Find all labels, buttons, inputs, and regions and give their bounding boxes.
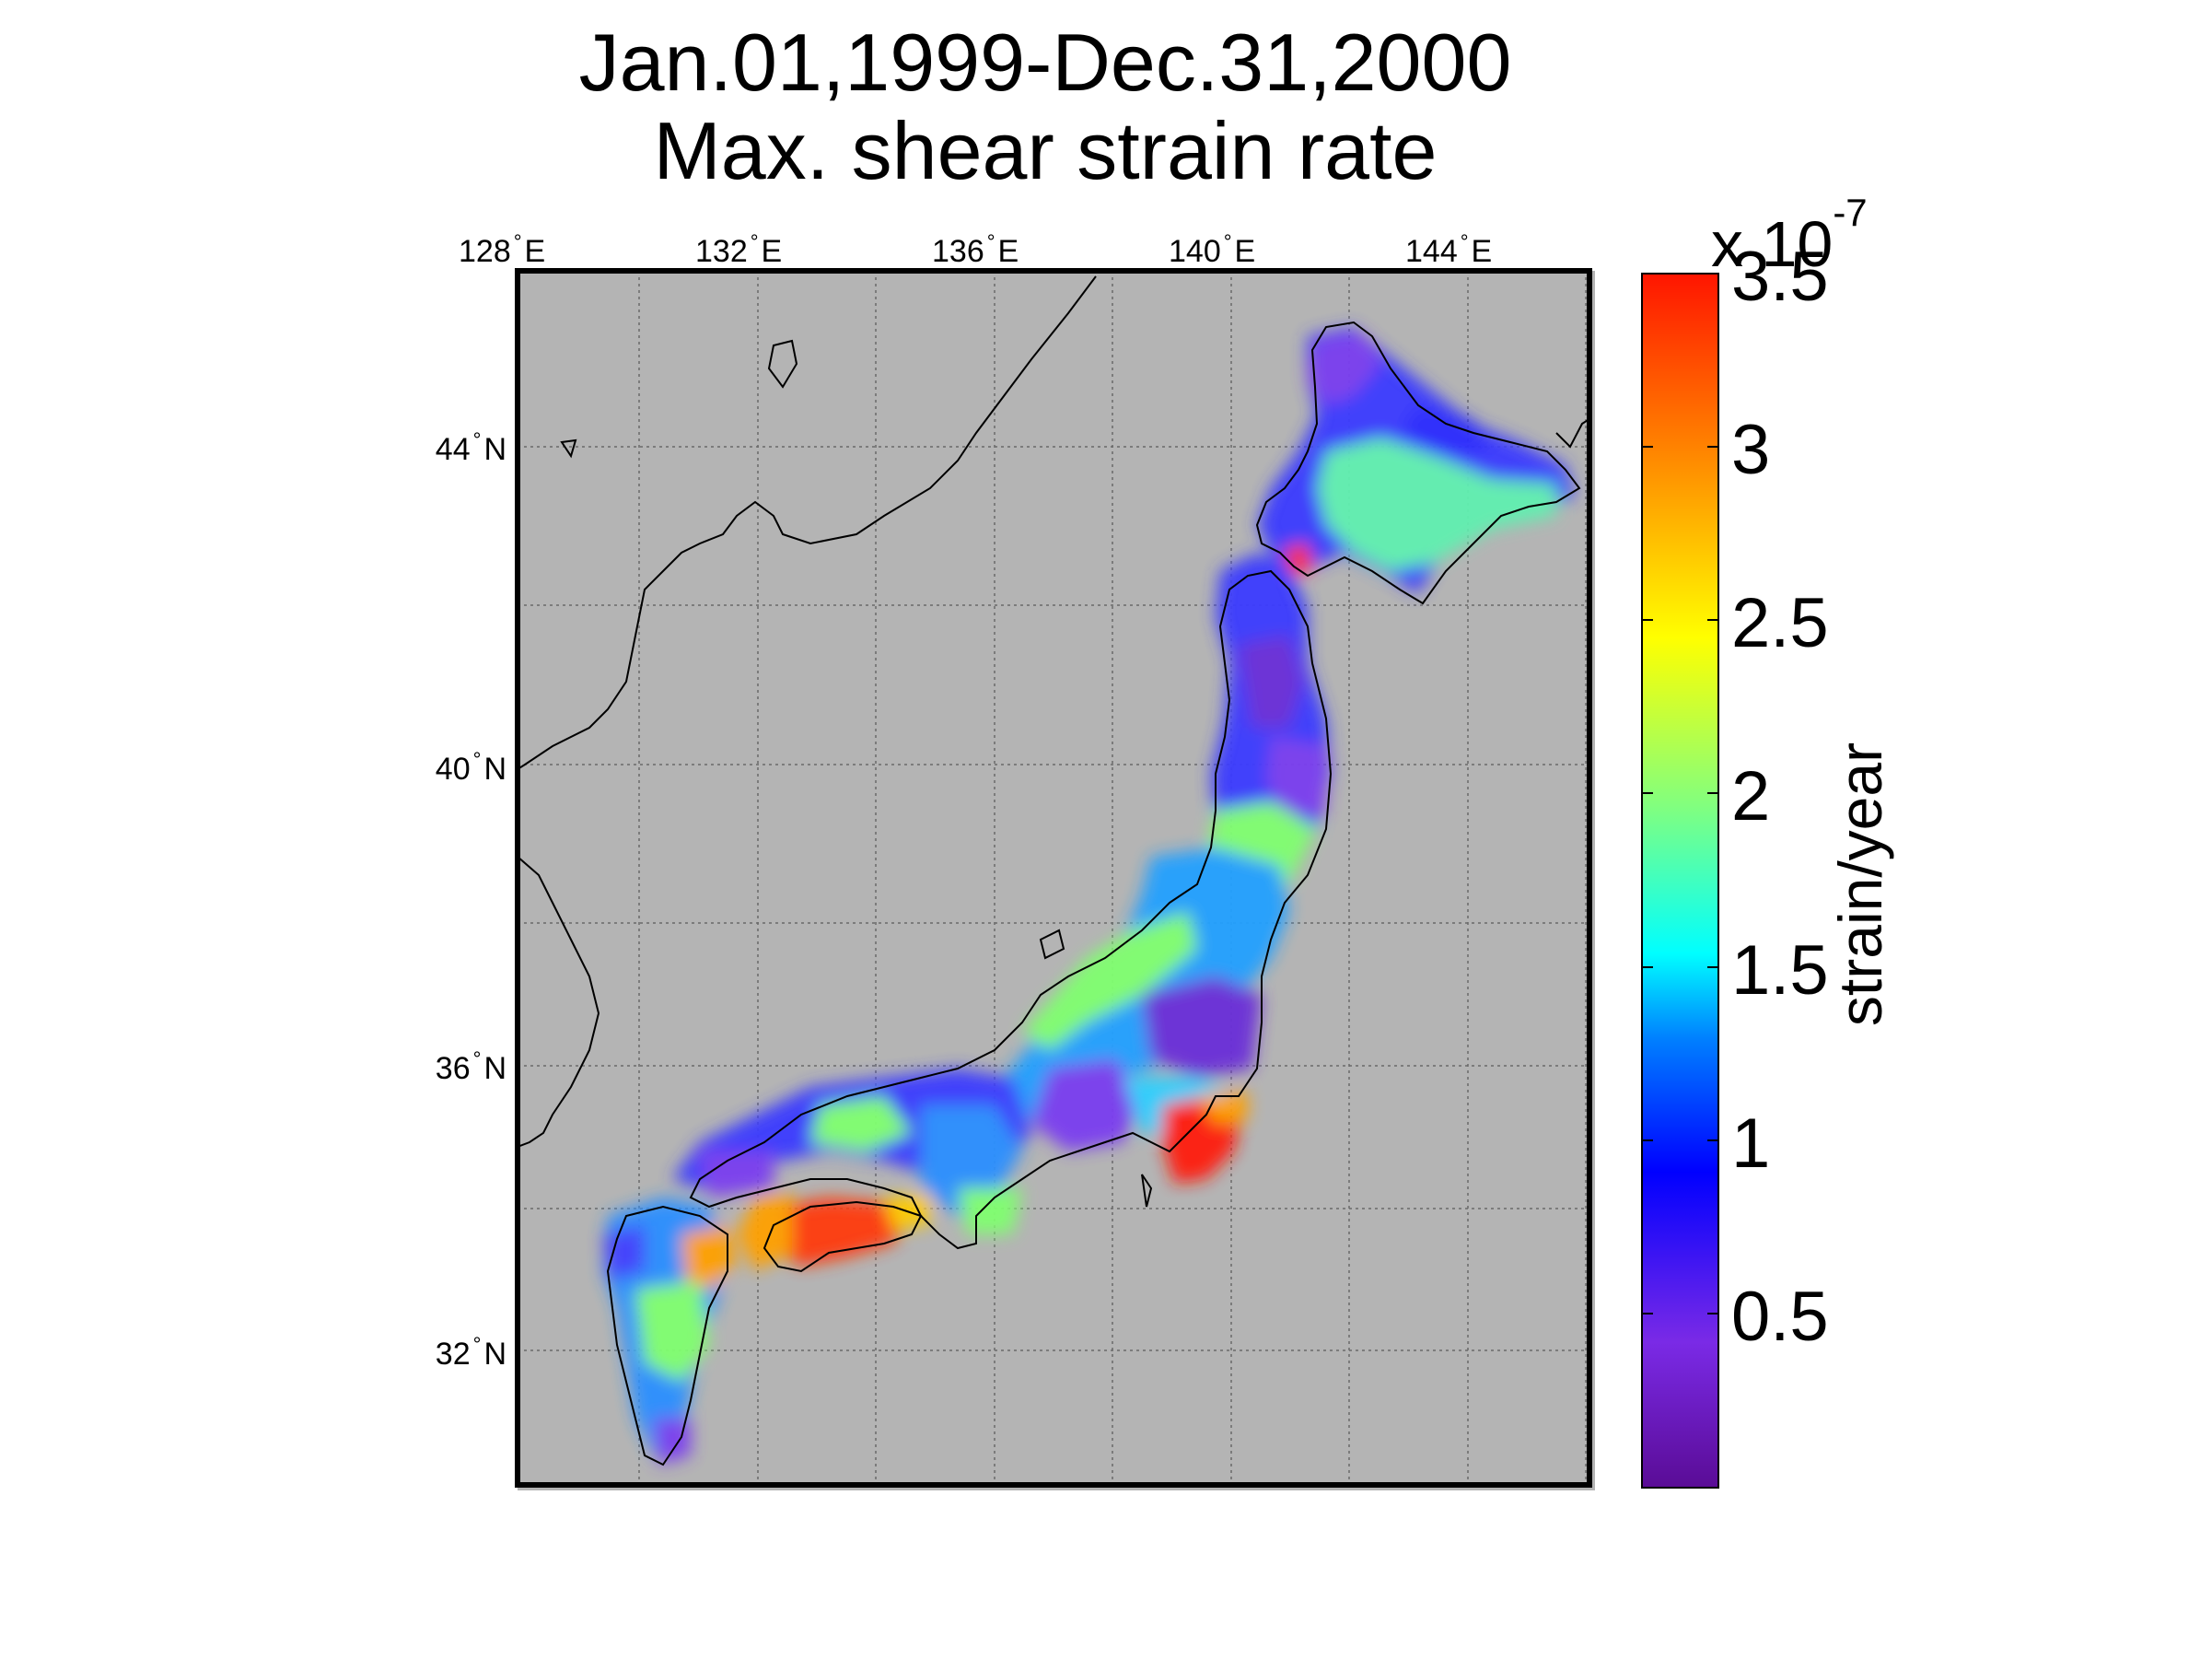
lon-label-132: 132 °E bbox=[695, 230, 783, 269]
lon-label-140: 140 °E bbox=[1169, 230, 1256, 269]
coastlines bbox=[518, 275, 1589, 1466]
colorbar-axis-label: strain/year bbox=[1826, 742, 1894, 1027]
map-gridlines bbox=[518, 271, 1589, 1485]
strain-heatmap bbox=[603, 327, 1575, 1465]
lat-label-44: 44 °N bbox=[435, 428, 506, 467]
map-frame bbox=[515, 268, 1592, 1488]
colorbar-tick-label: 0.5 bbox=[1731, 1278, 1829, 1356]
colorbar-exponent: x 10-7 bbox=[1711, 191, 1868, 280]
colorbar-tick-label: 1.5 bbox=[1731, 931, 1829, 1010]
colorbar-tick-label: 3 bbox=[1731, 411, 1771, 489]
lat-label-32: 32 °N bbox=[435, 1333, 506, 1372]
chart-title: Jan.01,1999-Dec.31,2000 Max. shear strai… bbox=[0, 18, 2090, 195]
lat-label-36: 36 °N bbox=[435, 1047, 506, 1086]
colorbar-tick-label: 2.5 bbox=[1731, 584, 1829, 662]
colorbar-ticks bbox=[1642, 273, 1718, 1314]
lon-label-128: 128 °E bbox=[459, 230, 546, 269]
colorbar-tick-label: 3.5 bbox=[1731, 238, 1829, 316]
lon-label-144: 144 °E bbox=[1405, 230, 1493, 269]
title-line-1: Jan.01,1999-Dec.31,2000 bbox=[578, 17, 1512, 108]
colorbar bbox=[1641, 273, 1719, 1489]
lon-label-136: 136 °E bbox=[932, 230, 1019, 269]
colorbar-tick-label: 2 bbox=[1731, 757, 1771, 835]
title-line-2: Max. shear strain rate bbox=[653, 105, 1438, 196]
lat-label-40: 40 °N bbox=[435, 748, 506, 787]
colorbar-tick-label: 1 bbox=[1731, 1104, 1771, 1183]
